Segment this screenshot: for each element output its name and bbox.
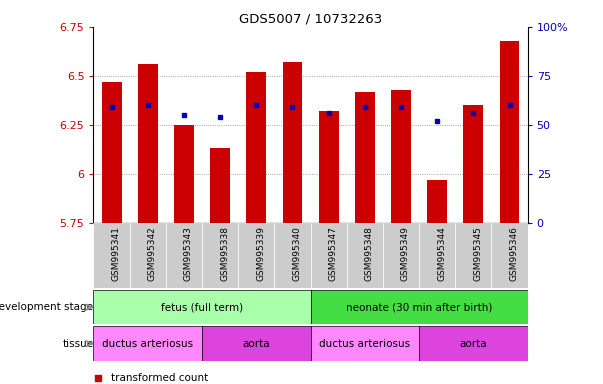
Text: tissue: tissue: [62, 339, 93, 349]
Bar: [282, 62, 302, 223]
Text: GSM995342: GSM995342: [148, 226, 157, 281]
Bar: [419, 223, 455, 288]
Text: aorta: aorta: [459, 339, 487, 349]
Text: GSM995344: GSM995344: [437, 226, 446, 281]
Bar: [138, 64, 158, 223]
Bar: [463, 105, 483, 223]
Bar: [355, 91, 374, 223]
Bar: [202, 326, 311, 361]
Bar: [274, 223, 311, 288]
Bar: [130, 223, 166, 288]
Bar: [318, 111, 338, 223]
Bar: [383, 223, 419, 288]
Title: GDS5007 / 10732263: GDS5007 / 10732263: [239, 13, 382, 26]
Bar: [491, 223, 528, 288]
Bar: [391, 89, 411, 223]
Bar: [93, 223, 130, 288]
Bar: [166, 223, 202, 288]
Bar: [499, 41, 519, 223]
Text: ductus arteriosus: ductus arteriosus: [102, 339, 194, 349]
Bar: [210, 148, 230, 223]
Bar: [101, 82, 122, 223]
Text: neonate (30 min after birth): neonate (30 min after birth): [346, 302, 492, 312]
Text: GSM995346: GSM995346: [510, 226, 519, 281]
Text: transformed count: transformed count: [111, 373, 208, 383]
Text: GSM995338: GSM995338: [220, 226, 229, 281]
Text: GSM995348: GSM995348: [365, 226, 374, 281]
Bar: [202, 223, 238, 288]
Text: fetus (full term): fetus (full term): [161, 302, 243, 312]
Bar: [246, 72, 266, 223]
Bar: [347, 223, 383, 288]
Text: aorta: aorta: [242, 339, 270, 349]
Bar: [455, 223, 491, 288]
Bar: [427, 180, 447, 223]
Bar: [311, 326, 419, 361]
Bar: [311, 223, 347, 288]
Bar: [419, 326, 528, 361]
Text: GSM995341: GSM995341: [112, 226, 121, 281]
Text: GSM995349: GSM995349: [401, 226, 410, 281]
Bar: [93, 326, 202, 361]
Text: GSM995347: GSM995347: [329, 226, 338, 281]
Text: GSM995339: GSM995339: [256, 226, 265, 281]
Bar: [238, 223, 274, 288]
Text: GSM995340: GSM995340: [292, 226, 302, 281]
Bar: [174, 125, 194, 223]
Bar: [93, 290, 311, 324]
Text: GSM995345: GSM995345: [473, 226, 482, 281]
Text: ductus arteriosus: ductus arteriosus: [319, 339, 411, 349]
Text: GSM995343: GSM995343: [184, 226, 193, 281]
Text: development stage: development stage: [0, 302, 93, 312]
Bar: [311, 290, 528, 324]
